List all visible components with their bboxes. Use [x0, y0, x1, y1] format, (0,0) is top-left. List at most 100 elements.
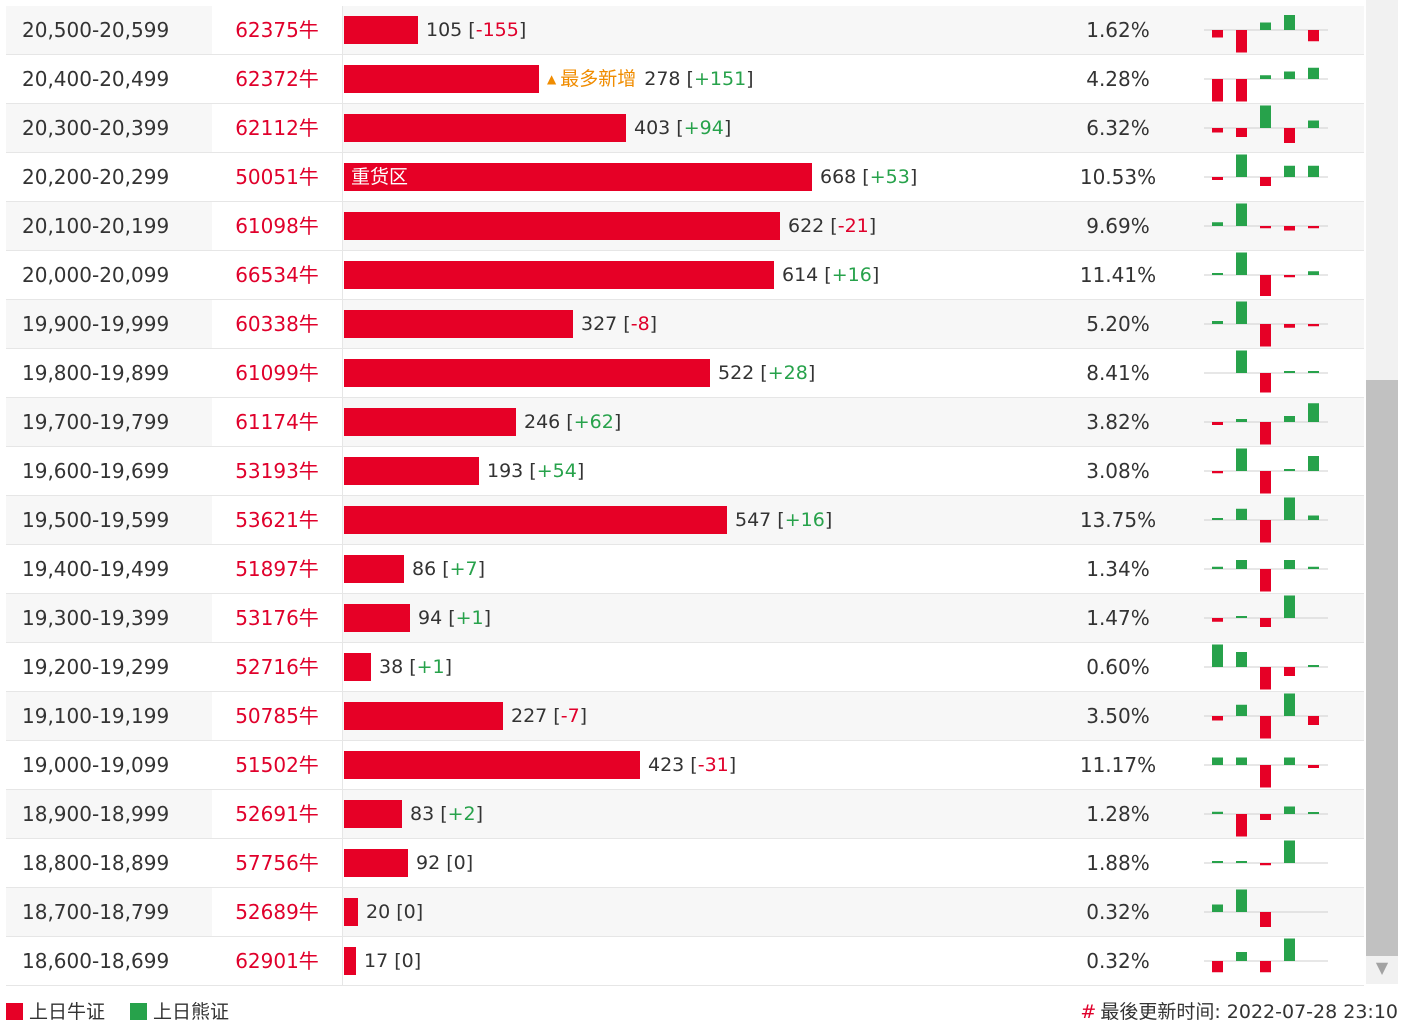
sparkline-bar [1236, 203, 1247, 226]
table-row[interactable]: 18,700-18,799 52689牛 20 [0] 0.32% [6, 888, 1364, 937]
warrant-code-link[interactable]: 53621牛 [212, 496, 342, 544]
sparkline [1198, 790, 1328, 838]
sparkline-bar [1308, 226, 1319, 229]
sparkline-bar [1308, 67, 1319, 79]
count-bar [344, 65, 539, 93]
warrant-code-link[interactable]: 53176牛 [212, 594, 342, 642]
count-info: 423 [-31] [648, 754, 737, 776]
table-row[interactable]: 19,800-19,899 61099牛 522 [+28] 8.41% [6, 349, 1364, 398]
table-row[interactable]: 20,000-20,099 66534牛 614 [+16] 11.41% [6, 251, 1364, 300]
table-row[interactable]: 20,100-20,199 61098牛 622 [-21] 9.69% [6, 202, 1364, 251]
table-row[interactable]: 19,000-19,099 51502牛 423 [-31] 11.17% [6, 741, 1364, 790]
table-row[interactable]: 19,400-19,499 51897牛 86 [+7] 1.34% [6, 545, 1364, 594]
count-info: 105 [-155] [426, 19, 527, 41]
sparkline-bar [1212, 422, 1223, 425]
table-row[interactable]: 19,600-19,699 53193牛 193 [+54] 3.08% [6, 447, 1364, 496]
sparkline-bar [1260, 22, 1271, 30]
table-row[interactable]: 19,900-19,999 60338牛 327 [-8] 5.20% [6, 300, 1364, 349]
warrant-code-link[interactable]: 50051牛 [212, 153, 342, 201]
sparkline-bar [1236, 30, 1247, 53]
outstanding-count: 227 [511, 705, 548, 727]
warrant-code-link[interactable]: 52689牛 [212, 888, 342, 936]
sparkline-bar [1260, 520, 1271, 543]
sparkline-bar [1212, 273, 1223, 275]
warrant-code-link[interactable]: 51502牛 [212, 741, 342, 789]
heavy-zone-label: 重货区 [351, 166, 409, 188]
warrant-code-link[interactable]: 50785牛 [212, 692, 342, 740]
count-info: ▲ 最多新增 278 [+151] [547, 68, 754, 90]
count-info: 668 [+53] [820, 166, 918, 188]
sparkline-bar [1260, 912, 1271, 927]
sparkline [1198, 6, 1328, 54]
count-bar-cell: 246 [+62] [342, 398, 1083, 446]
count-bar-cell: 重货区 668 [+53] [342, 153, 1083, 201]
table-row[interactable]: 20,400-20,499 62372牛 ▲ 最多新增 278 [+151] 4.28% [6, 55, 1364, 104]
count-change: +16 [784, 509, 825, 531]
warrant-code-link[interactable]: 62901牛 [212, 937, 342, 985]
count-bar-cell: 227 [-7] [342, 692, 1083, 740]
warrant-code-link[interactable]: 61099牛 [212, 349, 342, 397]
table-row[interactable]: 19,200-19,299 52716牛 38 [+1] 0.60% [6, 643, 1364, 692]
scrollbar[interactable]: ▼ [1366, 0, 1398, 984]
chevron-down-icon[interactable]: ▼ [1375, 958, 1389, 977]
table-row[interactable]: 20,300-20,399 62112牛 403 [+94] 6.32% [6, 104, 1364, 153]
sparkline-bar [1212, 177, 1223, 180]
bear-swatch-icon [130, 1003, 147, 1020]
table-row[interactable]: 19,500-19,599 53621牛 547 [+16] 13.75% [6, 496, 1364, 545]
warrant-code-link[interactable]: 52691牛 [212, 790, 342, 838]
table-row[interactable]: 18,900-18,999 52691牛 83 [+2] 1.28% [6, 790, 1364, 839]
table-row[interactable]: 19,300-19,399 53176牛 94 [+1] 1.47% [6, 594, 1364, 643]
warrant-code-link[interactable]: 53193牛 [212, 447, 342, 495]
warrant-code-link[interactable]: 61174牛 [212, 398, 342, 446]
warrant-code-link[interactable]: 51897牛 [212, 545, 342, 593]
table-row[interactable]: 20,200-20,299 50051牛 重货区 668 [+53] 10.53% [6, 153, 1364, 202]
count-bar-cell: 86 [+7] [342, 545, 1083, 593]
sparkline-bar [1236, 350, 1247, 373]
sparkline-bar [1212, 566, 1223, 569]
sparkline [1198, 741, 1328, 789]
price-range: 19,400-19,499 [22, 557, 170, 581]
legend-bear-label: 上日熊证 [153, 1001, 230, 1023]
outstanding-count: 522 [718, 362, 755, 384]
warrant-code-link[interactable]: 66534牛 [212, 251, 342, 299]
count-bar [344, 457, 479, 485]
outstanding-count: 614 [782, 264, 819, 286]
count-change: +1 [455, 607, 484, 629]
percent-value: 3.82% [1086, 410, 1150, 434]
warrant-code-link[interactable]: 61098牛 [212, 202, 342, 250]
price-range: 20,200-20,299 [22, 165, 170, 189]
price-range: 19,600-19,699 [22, 459, 170, 483]
table-row[interactable]: 20,500-20,599 62375牛 105 [-155] 1.62% [6, 6, 1364, 55]
warrant-code-link[interactable]: 62112牛 [212, 104, 342, 152]
sparkline-bar [1212, 128, 1223, 133]
sparkline-bar [1308, 716, 1319, 725]
count-info: 246 [+62] [524, 411, 622, 433]
table-row[interactable]: 18,600-18,699 62901牛 17 [0] 0.32% [6, 937, 1364, 986]
triangle-up-icon: ▲ [547, 72, 557, 86]
count-change: -155 [475, 19, 519, 41]
sparkline-bar [1308, 271, 1319, 275]
percent-value: 5.20% [1086, 312, 1150, 336]
table-row[interactable]: 18,800-18,899 57756牛 92 [0] 1.88% [6, 839, 1364, 888]
warrant-code-link[interactable]: 57756牛 [212, 839, 342, 887]
outstanding-count: 327 [581, 313, 618, 335]
count-bar [344, 212, 780, 240]
sparkline-bar [1284, 806, 1295, 814]
warrant-code-link[interactable]: 60338牛 [212, 300, 342, 348]
price-range: 19,200-19,299 [22, 655, 170, 679]
sparkline [1198, 398, 1328, 446]
count-info: 17 [0] [364, 950, 422, 972]
table-row[interactable]: 19,100-19,199 50785牛 227 [-7] 3.50% [6, 692, 1364, 741]
table-row[interactable]: 19,700-19,799 61174牛 246 [+62] 3.82% [6, 398, 1364, 447]
count-bar-cell: 622 [-21] [342, 202, 1083, 250]
sparkline-bar [1236, 861, 1247, 863]
warrant-code-link[interactable]: 62375牛 [212, 6, 342, 54]
sparkline-bar [1260, 275, 1271, 296]
warrant-code-link[interactable]: 52716牛 [212, 643, 342, 691]
warrant-code-link[interactable]: 62372牛 [212, 55, 342, 103]
sparkline-bar [1260, 471, 1271, 494]
percent-value: 1.47% [1086, 606, 1150, 630]
scrollbar-thumb[interactable] [1366, 380, 1398, 956]
sparkline-bar [1284, 15, 1295, 30]
price-range: 20,300-20,399 [22, 116, 170, 140]
